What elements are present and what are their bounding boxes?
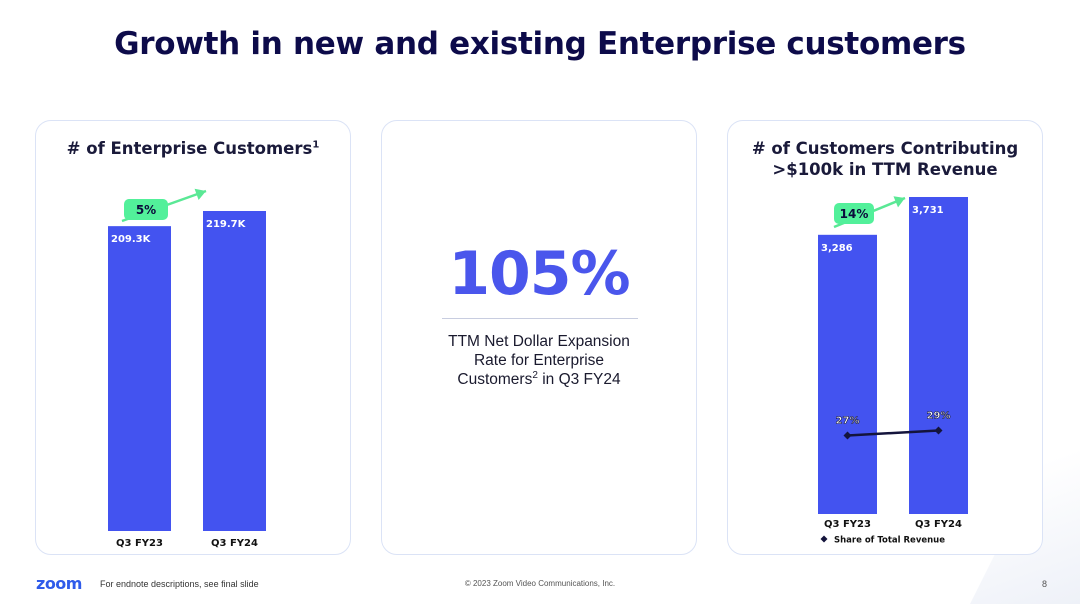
large-customers-title-line-1: # of Customers Contributing bbox=[751, 139, 1019, 158]
enterprise-customers-chart: 209.3K Q3 FY23 219.7K Q3 FY24 5% bbox=[108, 188, 266, 549]
share-marker bbox=[843, 431, 852, 440]
share-value-label: 27% bbox=[836, 416, 860, 427]
x-tick-label: Q3 FY23 bbox=[824, 519, 871, 530]
slide-title: Growth in new and existing Enterprise cu… bbox=[114, 26, 966, 62]
share-marker bbox=[934, 426, 943, 435]
net-dollar-expansion-card: 105% TTM Net Dollar Expansion Rate for E… bbox=[381, 120, 697, 555]
x-tick-label: Q3 FY24 bbox=[211, 538, 258, 549]
bar-value-label: 219.7K bbox=[206, 219, 247, 230]
legend-label: Share of Total Revenue bbox=[834, 536, 945, 546]
bar-value-label: 3,731 bbox=[912, 205, 944, 216]
bar-q3-fy24 bbox=[203, 211, 266, 531]
label-line-3: Customers2 in Q3 FY24 bbox=[382, 370, 696, 389]
label-line-1: TTM Net Dollar Expansion bbox=[448, 333, 630, 350]
divider bbox=[442, 318, 638, 319]
bar-value-label: 209.3K bbox=[111, 234, 152, 245]
growth-arrow-head bbox=[194, 188, 206, 201]
growth-badge bbox=[834, 203, 874, 224]
net-dollar-expansion-label: TTM Net Dollar Expansion Rate for Enterp… bbox=[382, 332, 696, 389]
growth-badge-label: 14% bbox=[840, 207, 869, 221]
enterprise-customers-title: # of Enterprise Customers1 bbox=[36, 138, 350, 159]
label-line-2: Rate for Enterprise bbox=[473, 352, 605, 369]
page-number: 8 bbox=[1042, 579, 1048, 589]
label-line-3-b: in Q3 FY24 bbox=[537, 371, 621, 388]
bar-q3-fy24 bbox=[909, 197, 968, 514]
footnote-marker: 2 bbox=[532, 369, 538, 381]
label-line-3-a: Customers bbox=[457, 371, 533, 388]
copyright: © 2023 Zoom Video Communications, Inc. bbox=[464, 579, 616, 588]
enterprise-customers-title-text: # of Enterprise Customers bbox=[66, 139, 313, 158]
share-line bbox=[847, 429, 939, 437]
x-tick-label: Q3 FY24 bbox=[915, 519, 962, 530]
large-customers-title-line-2: >$100k in TTM Revenue bbox=[772, 160, 998, 179]
bar-q3-fy23 bbox=[108, 226, 171, 531]
footnote-marker: 1 bbox=[312, 139, 320, 151]
share-value-label: 29% bbox=[927, 411, 951, 422]
enterprise-customers-card: # of Enterprise Customers1 209.3K Q3 FY23… bbox=[35, 120, 351, 555]
bar-q3-fy23 bbox=[818, 234, 877, 514]
net-dollar-expansion-rate: 105% bbox=[448, 239, 630, 309]
legend-marker bbox=[820, 535, 828, 543]
large-customers-chart: 3,286 Q3 FY23 3,731 Q3 FY24 14% 27% 29% Share o… bbox=[818, 196, 968, 546]
large-customers-card: # of Customers Contributing >$100k in TT… bbox=[727, 120, 1043, 555]
zoom-logo: zoom bbox=[36, 574, 82, 593]
x-tick-label: Q3 FY23 bbox=[116, 538, 163, 549]
growth-arrow-head bbox=[893, 196, 905, 208]
growth-badge-label: 5% bbox=[136, 203, 156, 217]
bar-value-label: 3,286 bbox=[821, 243, 853, 254]
growth-badge bbox=[124, 199, 168, 220]
endnote-note: For endnote descriptions, see final slid… bbox=[100, 579, 259, 589]
large-customers-title: # of Customers Contributing >$100k in TT… bbox=[728, 138, 1042, 180]
